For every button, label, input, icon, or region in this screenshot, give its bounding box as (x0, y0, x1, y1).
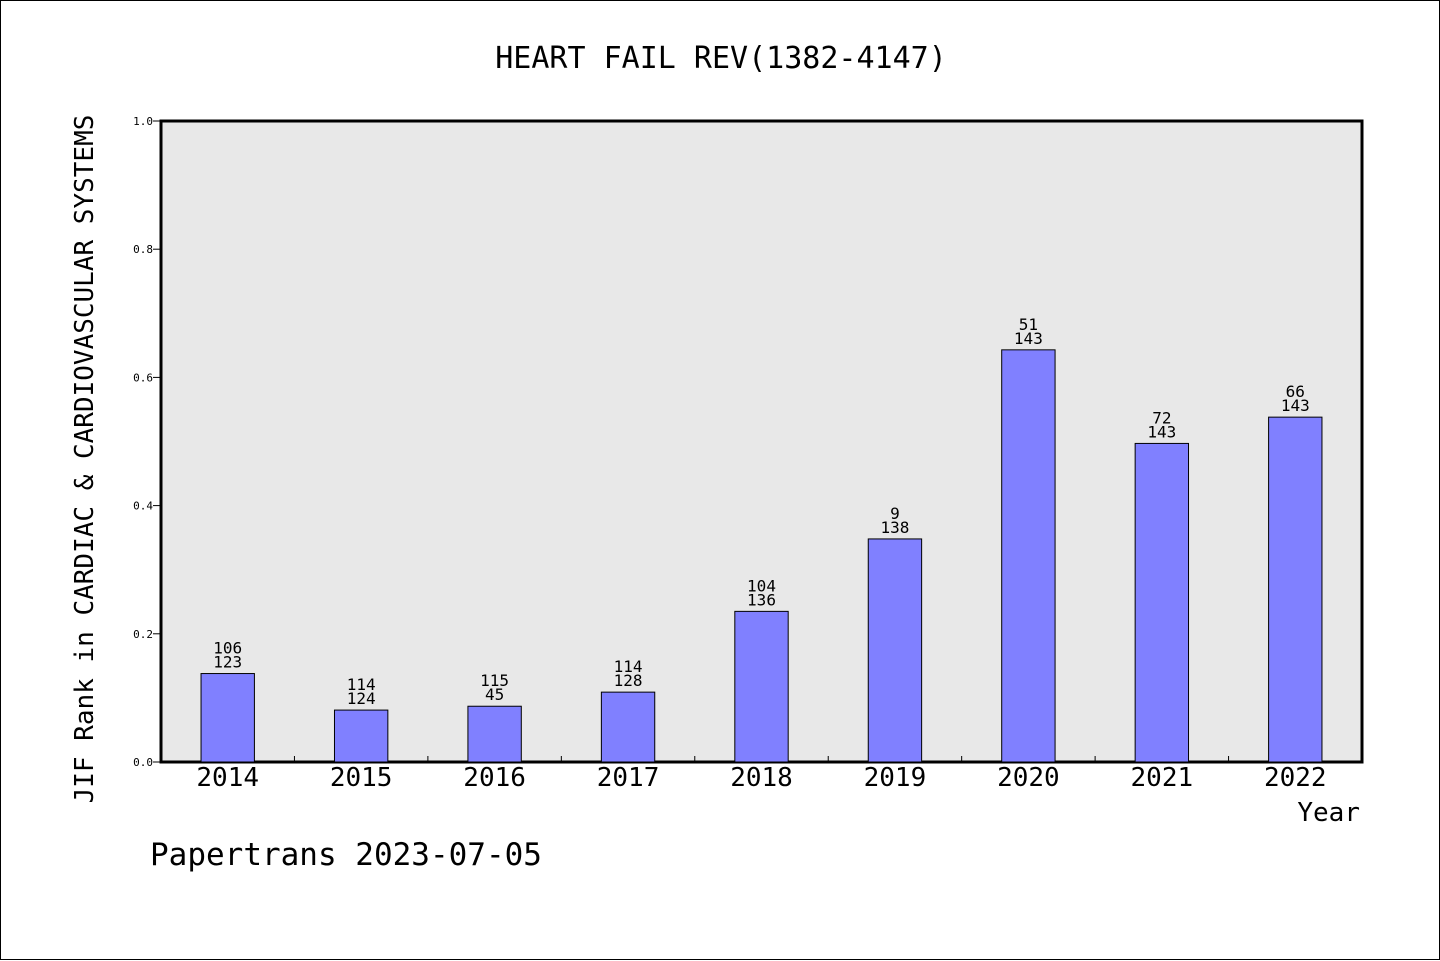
chart-title: HEART FAIL REV(1382-4147) (495, 41, 947, 76)
bar-label-total: 128 (614, 671, 643, 690)
y-tick-label: 0.2 (133, 628, 153, 641)
bar-label-total: 124 (347, 689, 376, 708)
bar-2018 (734, 610, 789, 763)
bar-label-total: 123 (213, 653, 242, 672)
bar-label-total: 45 (485, 685, 504, 704)
x-axis-label: Year (1297, 798, 1360, 828)
x-tick-label: 2018 (730, 763, 793, 793)
bar-2022 (1268, 416, 1323, 763)
bar-labels: 1061231141241154511412810413691385114372… (213, 315, 1309, 708)
bar-2014 (200, 673, 255, 763)
footer-credit: Papertrans 2023-07-05 (150, 837, 542, 873)
bar-label-rank: 66 (1286, 382, 1305, 401)
bar-label-rank: 106 (213, 639, 242, 658)
x-tick-label: 2019 (864, 763, 927, 793)
bar-2019 (867, 538, 923, 763)
bar-label-rank: 9 (890, 504, 900, 523)
y-tick-label: 0.6 (133, 371, 153, 384)
x-tick-label: 2015 (330, 763, 393, 793)
bar-label-total: 136 (747, 590, 776, 609)
y-axis-label: JIF Rank in CARDIAC & CARDIOVASCULAR SYS… (70, 115, 100, 804)
bar-label-rank: 104 (747, 576, 776, 595)
bar-label-rank: 114 (614, 657, 643, 676)
bar-label-rank: 114 (347, 675, 376, 694)
bar-label-rank: 72 (1152, 408, 1171, 427)
x-tick-label: 2017 (597, 763, 660, 793)
bar-2016 (467, 705, 522, 763)
bar-2015 (333, 709, 389, 763)
y-tick-label: 0.4 (133, 500, 153, 513)
bar-2017 (600, 691, 656, 763)
x-axis-tick-labels: 2014 2015 2016 2017 2018 2019 2020 2021 2022 (196, 763, 1326, 793)
bar-label-total: 143 (1147, 422, 1176, 441)
bar-label-rank: 115 (480, 671, 509, 690)
x-tick-label: 2021 (1131, 763, 1194, 793)
y-tick-label: 1.0 (133, 115, 153, 128)
y-tick-label: 0.0 (133, 756, 153, 769)
y-tick-label: 0.8 (133, 243, 153, 256)
bar-2021 (1134, 442, 1190, 763)
x-axis-ticks (293, 756, 1230, 762)
bar-label-total: 143 (1281, 396, 1310, 415)
bar-label-total: 138 (880, 518, 909, 537)
bar-2020 (1001, 349, 1056, 763)
bar-label-total: 143 (1014, 329, 1043, 348)
x-tick-label: 2016 (463, 763, 526, 793)
bars (200, 349, 1323, 763)
x-tick-label: 2014 (196, 763, 259, 793)
x-tick-label: 2020 (997, 763, 1060, 793)
y-axis-ticks: 0.0 0.2 0.4 0.6 0.8 1.0 (133, 115, 161, 769)
x-tick-label: 2022 (1264, 763, 1327, 793)
bar-label-rank: 51 (1019, 315, 1038, 334)
